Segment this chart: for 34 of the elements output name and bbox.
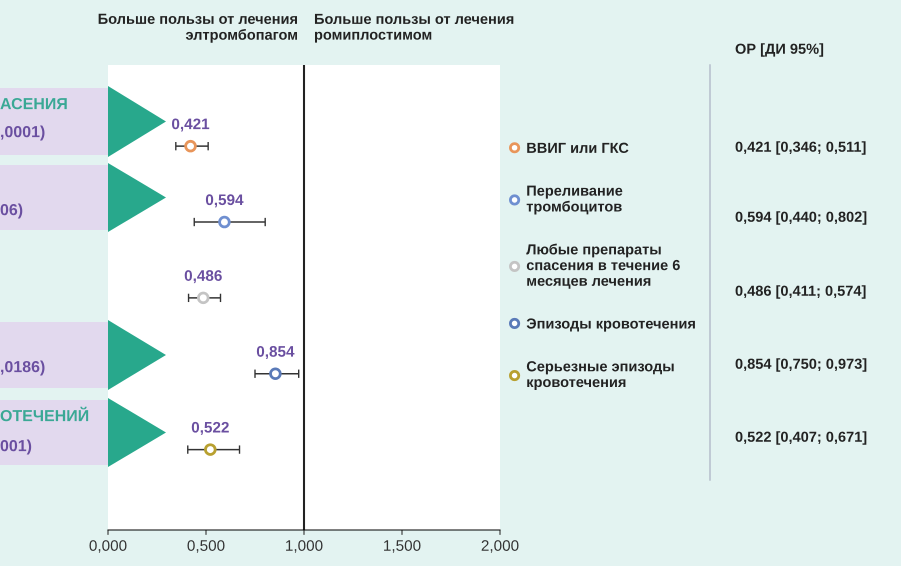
text: 0,594 [0,440; 0,802] [736, 211, 866, 225]
legend-label: ВВИГ или ГКС [527, 142, 628, 154]
point [218, 216, 231, 228]
text: Больше пользы от лечения элтромбопагом [98, 14, 297, 43]
text: 0,486 [0,411; 0,574] [736, 285, 866, 299]
legend-label: Серьезные эпизоды кровотечения [526, 361, 674, 390]
text: 0,522 [0,407; 0,671] [736, 431, 866, 445]
legend-label: Переливание тромбоцитов [526, 186, 622, 215]
x-tick-label: 1,000 [286, 540, 323, 553]
legend-label: Любые препараты спасения в течение 6 месяцев лечения [526, 244, 680, 289]
x-tick-label: 2,000 [482, 540, 519, 553]
text: 0,854 [0,750; 0,973] [736, 358, 866, 372]
x-tick-label: 0,000 [89, 540, 127, 553]
text: ,0001) [1, 126, 44, 140]
text: Больше пользы от лечения ромиплостимом [314, 14, 514, 43]
text: ,0186) [1, 360, 44, 376]
data-label: 0,421 [172, 118, 210, 132]
text: АСЕНИЯ [0, 98, 67, 110]
text: ОР [ДИ 95%] [736, 43, 824, 57]
point [204, 443, 217, 456]
point [184, 140, 197, 152]
data-label: 0,486 [184, 270, 222, 284]
text: 06) [0, 204, 22, 218]
data-label: 0,522 [192, 422, 229, 435]
point [269, 367, 282, 380]
text: 001) [0, 440, 32, 454]
text: 0,421 [0,346; 0,511] [736, 141, 866, 155]
x-tick-label: 1,500 [384, 540, 421, 553]
data-label: 0,594 [206, 194, 244, 208]
text: ОТЕЧЕНИЙ [0, 406, 88, 422]
data-label: 0,854 [256, 346, 294, 360]
point [197, 292, 210, 304]
x-tick-label: 0,500 [187, 540, 225, 553]
legend-label: Эпизоды кровотечения [526, 318, 695, 332]
